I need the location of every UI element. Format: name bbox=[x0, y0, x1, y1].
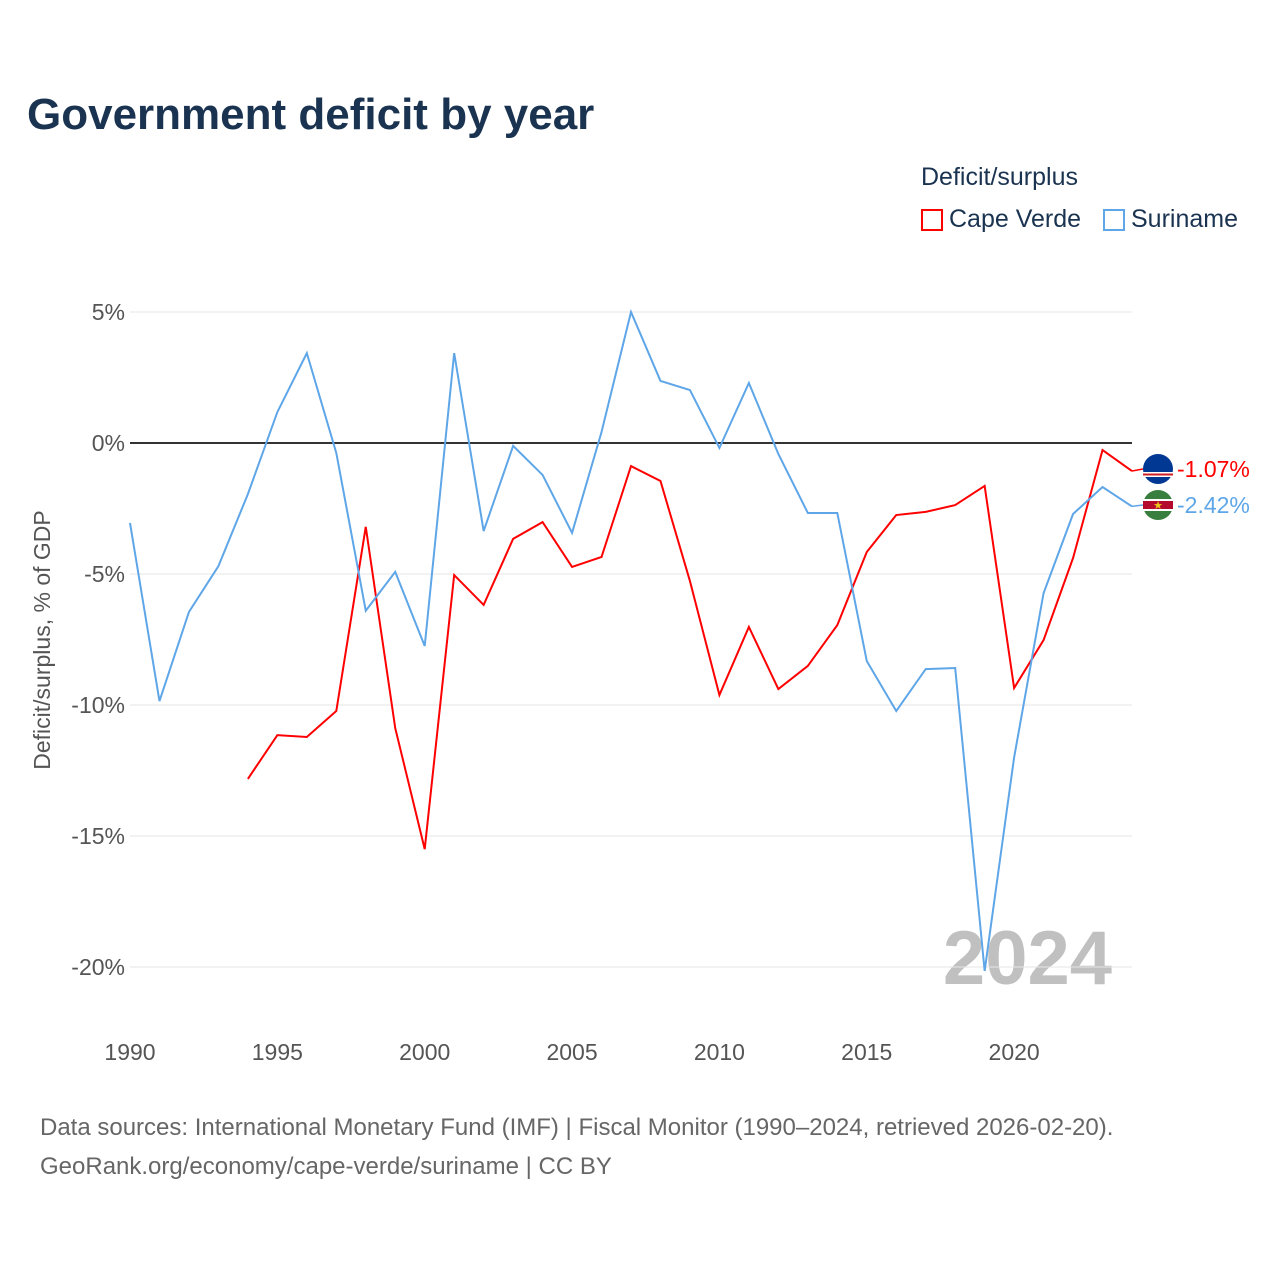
end-value-label: -2.42% bbox=[1177, 492, 1250, 518]
end-connector bbox=[1131, 504, 1144, 508]
y-tick-label: -20% bbox=[71, 954, 125, 980]
flag-stripe bbox=[1143, 473, 1173, 476]
x-tick-label: 2005 bbox=[546, 1039, 597, 1065]
source-link[interactable]: GeoRank.org/economy/cape-verde/suriname … bbox=[40, 1153, 612, 1180]
flag-star: ★ bbox=[1153, 500, 1163, 512]
legend-label: Suriname bbox=[1131, 205, 1238, 233]
source-line: Data sources: International Monetary Fun… bbox=[40, 1114, 1114, 1141]
end-value-label: -1.07% bbox=[1177, 456, 1250, 482]
cape-verde-flag-icon bbox=[1143, 454, 1173, 484]
series-line-cape-verde bbox=[247, 448, 1133, 850]
y-tick-label: 5% bbox=[92, 299, 125, 325]
chart-title: Government deficit by year bbox=[27, 90, 595, 139]
legend-item-cape-verde[interactable]: Cape Verde bbox=[921, 205, 1081, 234]
y-tick-label: -10% bbox=[71, 692, 125, 718]
x-tick-label: 1990 bbox=[104, 1039, 155, 1065]
legend-item-suriname[interactable]: Suriname bbox=[1103, 205, 1238, 234]
watermark-year: 2024 bbox=[943, 916, 1112, 1001]
x-tick-label: 2000 bbox=[399, 1039, 450, 1065]
y-axis-label: Deficit/surplus, % of GDP bbox=[29, 510, 55, 769]
x-tick-label: 2015 bbox=[841, 1039, 892, 1065]
y-tick-label: -15% bbox=[71, 823, 125, 849]
end-connector bbox=[1131, 468, 1144, 472]
legend-label: Cape Verde bbox=[949, 205, 1082, 233]
x-tick-label: 2020 bbox=[989, 1039, 1040, 1065]
legend-title: Deficit/surplus bbox=[921, 163, 1078, 191]
series-line-suriname bbox=[129, 308, 1133, 972]
source-note: Data sources: International Monetary Fun… bbox=[40, 1108, 1113, 1186]
x-tick-label: 2010 bbox=[694, 1039, 745, 1065]
flag-stripe bbox=[1143, 501, 1173, 509]
x-tick-label: 1995 bbox=[252, 1039, 303, 1065]
y-tick-label: -5% bbox=[84, 561, 125, 587]
legend-swatch bbox=[1103, 208, 1125, 231]
legend-swatch bbox=[921, 208, 943, 231]
y-tick-label: 0% bbox=[92, 430, 125, 456]
